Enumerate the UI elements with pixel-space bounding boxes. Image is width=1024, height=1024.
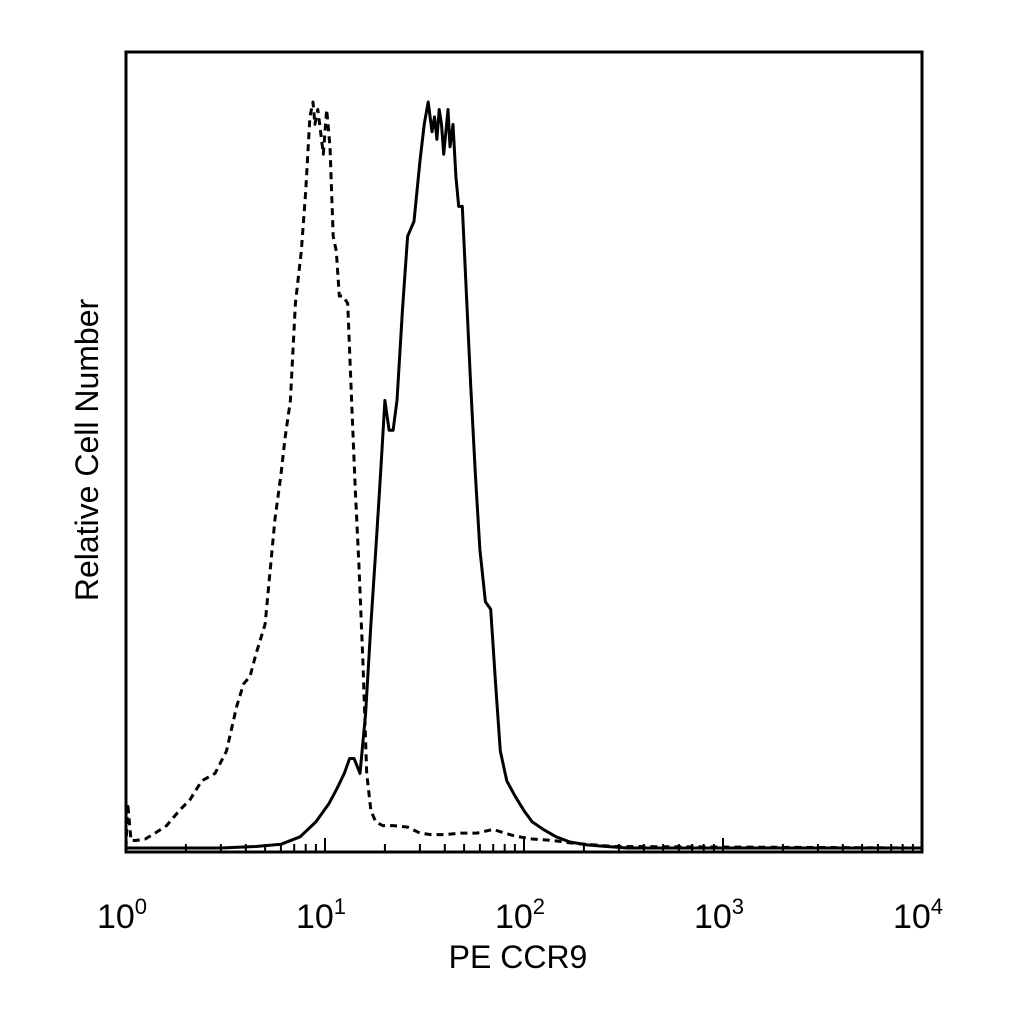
x-axis-title: PE CCR9 [449,939,588,975]
series-line-dashed [124,100,923,850]
x-tick-label-exponent: 3 [732,894,744,919]
x-tick-label: 104 [893,894,943,936]
x-tick-label: 102 [495,894,545,936]
x-tick-label: 101 [296,894,346,936]
x-tick-label-exponent: 4 [931,894,943,919]
tick-layer [125,838,923,852]
plot-frame [124,50,924,854]
series-layer [124,100,923,850]
x-tick-label-base: 10 [296,898,334,936]
x-tick-label: 100 [97,894,147,936]
x-tick-label-exponent: 2 [533,894,545,919]
x-tick-label-exponent: 1 [334,894,346,919]
x-tick-label-base: 10 [495,898,533,936]
x-tick-label-exponent: 0 [135,894,147,919]
x-tick-label-base: 10 [97,898,135,936]
x-tick-label: 103 [694,894,744,936]
y-axis-title: Relative Cell Number [69,298,105,601]
series-line-solid [126,100,922,850]
x-tick-label-base: 10 [694,898,732,936]
tick-label-layer: 100 101 102 103 104 [97,894,943,936]
x-tick-label-base: 10 [893,898,931,936]
